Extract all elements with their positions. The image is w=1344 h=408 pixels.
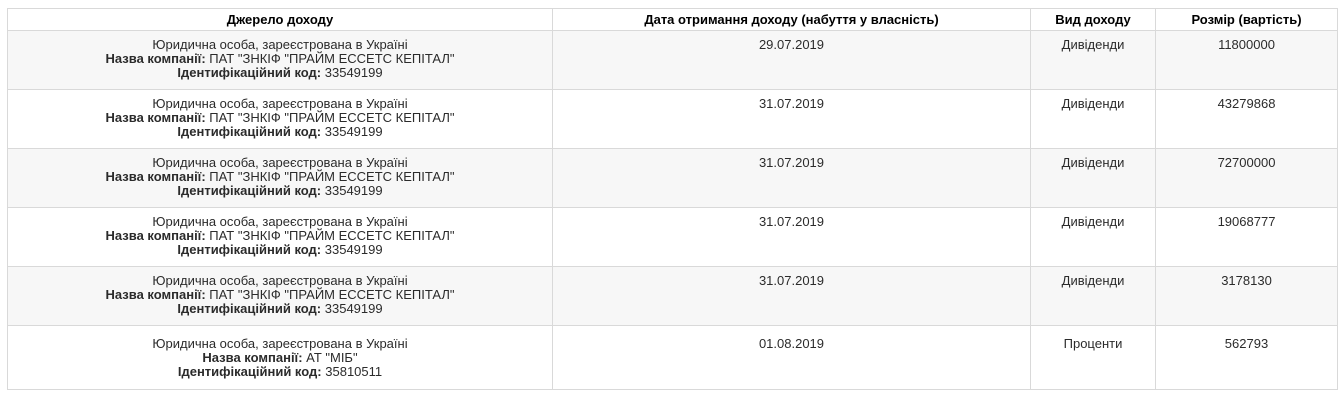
company-name-value: ПАТ "ЗНКІФ "ПРАЙМ ЕССЕТС КЕПІТАЛ" xyxy=(209,110,455,125)
company-name-label: Назва компанії: xyxy=(105,169,206,184)
amount-cell: 562793 xyxy=(1155,325,1338,390)
income-date-cell: 31.07.2019 xyxy=(552,266,1031,326)
table-header: Джерело доходу Дата отримання доходу (на… xyxy=(7,8,1338,31)
amount-cell: 19068777 xyxy=(1155,207,1338,267)
id-code-label: Ідентифікаційний код: xyxy=(177,301,322,316)
income-date-cell: 29.07.2019 xyxy=(552,30,1031,90)
income-source-cell: Юридична особа, зареєстрована в Україні … xyxy=(7,207,553,267)
income-type-cell: Дивіденди xyxy=(1030,148,1156,208)
income-date-cell: 31.07.2019 xyxy=(552,207,1031,267)
table-row: Юридична особа, зареєстрована в Україні … xyxy=(7,207,1338,267)
company-name-value: ПАТ "ЗНКІФ "ПРАЙМ ЕССЕТС КЕПІТАЛ" xyxy=(209,169,455,184)
table-row: Юридична особа, зареєстрована в Україні … xyxy=(7,148,1338,208)
source-type-text: Юридична особа, зареєстрована в Україні xyxy=(152,336,408,351)
income-source-cell: Юридична особа, зареєстрована в Україні … xyxy=(7,325,553,390)
source-type-text: Юридична особа, зареєстрована в Україні xyxy=(152,273,408,288)
company-name-label: Назва компанії: xyxy=(105,51,206,66)
id-code-label: Ідентифікаційний код: xyxy=(177,124,322,139)
id-code-value: 33549199 xyxy=(324,65,383,80)
income-date-cell: 31.07.2019 xyxy=(552,89,1031,149)
income-source-cell: Юридична особа, зареєстрована в Україні … xyxy=(7,266,553,326)
id-code-line: Ідентифікаційний код: 33549199 xyxy=(12,184,548,198)
amount-cell: 3178130 xyxy=(1155,266,1338,326)
company-name-label: Назва компанії: xyxy=(105,228,206,243)
company-name-value: ПАТ "ЗНКІФ "ПРАЙМ ЕССЕТС КЕПІТАЛ" xyxy=(209,287,455,302)
header-row: Джерело доходу Дата отримання доходу (на… xyxy=(7,8,1338,31)
company-name-value: ПАТ "ЗНКІФ "ПРАЙМ ЕССЕТС КЕПІТАЛ" xyxy=(209,228,455,243)
column-header-income-date: Дата отримання доходу (набуття у власніс… xyxy=(552,8,1031,31)
id-code-label: Ідентифікаційний код: xyxy=(177,183,322,198)
source-type-text: Юридична особа, зареєстрована в Україні xyxy=(152,96,408,111)
company-name-line: Назва компанії: ПАТ "ЗНКІФ "ПРАЙМ ЕССЕТС… xyxy=(12,111,548,125)
id-code-line: Ідентифікаційний код: 33549199 xyxy=(12,125,548,139)
column-header-amount: Розмір (вартість) xyxy=(1155,8,1338,31)
company-name-label: Назва компанії: xyxy=(105,287,206,302)
id-code-value: 33549199 xyxy=(324,183,383,198)
company-name-line: Назва компанії: ПАТ "ЗНКІФ "ПРАЙМ ЕССЕТС… xyxy=(12,52,548,66)
id-code-value: 33549199 xyxy=(324,124,383,139)
company-name-label: Назва компанії: xyxy=(105,110,206,125)
id-code-value: 35810511 xyxy=(325,364,383,379)
id-code-line: Ідентифікаційний код: 35810511 xyxy=(12,365,548,379)
company-name-line: Назва компанії: ПАТ "ЗНКІФ "ПРАЙМ ЕССЕТС… xyxy=(12,170,548,184)
income-type-cell: Дивіденди xyxy=(1030,89,1156,149)
amount-cell: 11800000 xyxy=(1155,30,1338,90)
company-name-label: Назва компанії: xyxy=(202,350,303,365)
income-source-cell: Юридична особа, зареєстрована в Україні … xyxy=(7,30,553,90)
source-type-text: Юридична особа, зареєстрована в Україні xyxy=(152,37,408,52)
id-code-label: Ідентифікаційний код: xyxy=(177,242,322,257)
amount-cell: 43279868 xyxy=(1155,89,1338,149)
id-code-line: Ідентифікаційний код: 33549199 xyxy=(12,302,548,316)
column-header-income-source: Джерело доходу xyxy=(7,8,553,31)
table-body: Юридична особа, зареєстрована в Україні … xyxy=(7,30,1338,390)
income-type-cell: Дивіденди xyxy=(1030,207,1156,267)
amount-cell: 72700000 xyxy=(1155,148,1338,208)
company-name-line: Назва компанії: ПАТ "ЗНКІФ "ПРАЙМ ЕССЕТС… xyxy=(12,229,548,243)
id-code-label: Ідентифікаційний код: xyxy=(177,65,322,80)
id-code-label: Ідентифікаційний код: xyxy=(177,364,322,379)
company-name-value: ПАТ "ЗНКІФ "ПРАЙМ ЕССЕТС КЕПІТАЛ" xyxy=(209,51,455,66)
id-code-value: 33549199 xyxy=(324,301,383,316)
source-type-text: Юридична особа, зареєстрована в Україні xyxy=(152,214,408,229)
income-source-cell: Юридична особа, зареєстрована в Україні … xyxy=(7,148,553,208)
income-table: Джерело доходу Дата отримання доходу (на… xyxy=(7,8,1338,390)
table-row: Юридична особа, зареєстрована в Україні … xyxy=(7,89,1338,149)
company-name-line: Назва компанії: АТ "МІБ" xyxy=(12,351,548,365)
id-code-value: 33549199 xyxy=(324,242,383,257)
table-row: Юридична особа, зареєстрована в Україні … xyxy=(7,30,1338,90)
income-type-cell: Дивіденди xyxy=(1030,266,1156,326)
source-type-text: Юридична особа, зареєстрована в Україні xyxy=(152,155,408,170)
income-date-cell: 01.08.2019 xyxy=(552,325,1031,390)
id-code-line: Ідентифікаційний код: 33549199 xyxy=(12,243,548,257)
id-code-line: Ідентифікаційний код: 33549199 xyxy=(12,66,548,80)
table-row: Юридична особа, зареєстрована в Україні … xyxy=(7,325,1338,390)
company-name-value: АТ "МІБ" xyxy=(306,350,358,365)
income-type-cell: Проценти xyxy=(1030,325,1156,390)
company-name-line: Назва компанії: ПАТ "ЗНКІФ "ПРАЙМ ЕССЕТС… xyxy=(12,288,548,302)
income-date-cell: 31.07.2019 xyxy=(552,148,1031,208)
table-row: Юридична особа, зареєстрована в Україні … xyxy=(7,266,1338,326)
income-source-cell: Юридична особа, зареєстрована в Україні … xyxy=(7,89,553,149)
page: Джерело доходу Дата отримання доходу (на… xyxy=(7,8,1338,390)
income-type-cell: Дивіденди xyxy=(1030,30,1156,90)
column-header-income-type: Вид доходу xyxy=(1030,8,1156,31)
